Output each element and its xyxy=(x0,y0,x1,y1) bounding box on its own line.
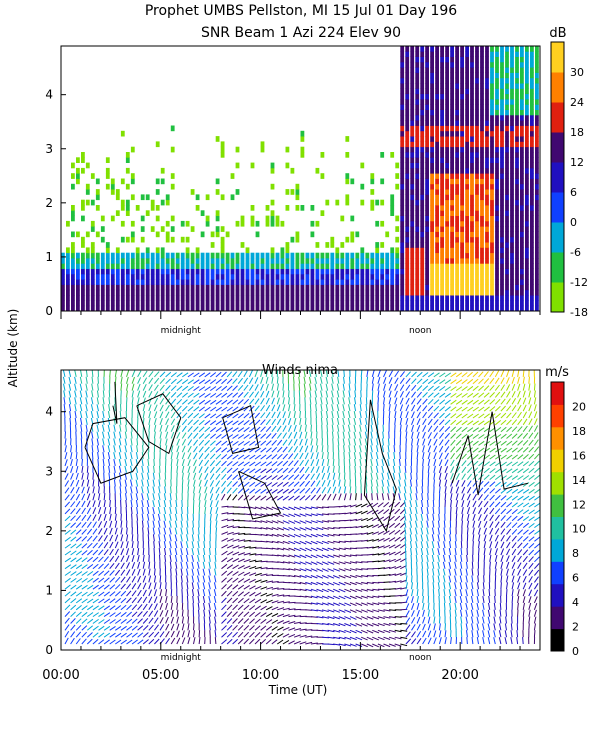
wind-colorbar-tick: 16 xyxy=(572,449,586,462)
wind-colorbar-tick: 20 xyxy=(572,400,586,413)
wind-panel-title: Winds nima xyxy=(262,363,338,378)
x-tick-label: 05:00 xyxy=(142,668,179,683)
snr-colorbar-unit: dB xyxy=(549,26,566,41)
wind-colorbar-tick: 6 xyxy=(572,572,579,585)
snr-colorbar: dB 30 24 18 12 6 0 -6 -12 -18 xyxy=(549,26,588,319)
x-axis-label: Time (UT) xyxy=(268,683,328,697)
wind-colorbar-unit: m/s xyxy=(545,365,569,380)
snr-y-tick-label: 0 xyxy=(45,304,53,318)
x-tick-label: 15:00 xyxy=(342,668,379,683)
wind-noon-mark: noon xyxy=(409,653,431,663)
wind-colorbar-tick: 0 xyxy=(572,645,579,658)
wind-barbs xyxy=(62,370,540,648)
snr-panel: 0 1 2 3 4 midnight noon xyxy=(45,45,541,336)
wind-colorbar-tick: 4 xyxy=(572,596,579,609)
snr-y-tick-label: 2 xyxy=(45,196,53,210)
wind-colorbar-tick: 10 xyxy=(572,523,586,536)
snr-colorbar-tick: 30 xyxy=(570,66,584,79)
figure-title: Prophet UMBS Pellston, MI 15 Jul 01 Day … xyxy=(145,3,457,19)
snr-colorbar-tick: 18 xyxy=(570,126,584,139)
snr-colorbar-tick: 24 xyxy=(570,96,584,109)
x-tick-label: 00:00 xyxy=(42,668,79,683)
wind-contours xyxy=(84,381,529,533)
snr-y-tick-label: 3 xyxy=(45,142,53,156)
wind-y-tick-label: 3 xyxy=(45,464,53,478)
wind-y-tick-label: 4 xyxy=(45,405,53,419)
wind-colorbar-tick: 18 xyxy=(572,425,586,438)
wind-colorbar-tick: 8 xyxy=(572,547,579,560)
wind-colorbar-tick: 14 xyxy=(572,474,586,487)
y-axis-label: Altitude (km) xyxy=(6,309,20,388)
snr-colorbar-tick: -18 xyxy=(570,306,588,319)
snr-noon-mark: noon xyxy=(409,326,431,336)
snr-colorbar-tick: 0 xyxy=(570,216,577,229)
snr-y-tick-label: 4 xyxy=(45,88,53,102)
wind-midnight-mark: midnight xyxy=(161,653,202,663)
wind-y-tick-label: 1 xyxy=(45,583,53,597)
snr-midnight-mark: midnight xyxy=(161,326,202,336)
wind-colorbar-tick: 2 xyxy=(572,621,579,634)
wind-colorbar-tick: 12 xyxy=(572,498,586,511)
wind-y-tick-label: 2 xyxy=(45,524,53,538)
x-tick-label: 10:00 xyxy=(242,668,279,683)
snr-y-tick-label: 1 xyxy=(45,250,53,264)
figure-subtitle: SNR Beam 1 Azi 224 Elev 90 xyxy=(201,25,401,41)
snr-colorbar-tick: -12 xyxy=(570,276,588,289)
snr-colorbar-tick: -6 xyxy=(570,246,581,259)
snr-colorbar-tick: 6 xyxy=(570,186,577,199)
snr-colorbar-tick: 12 xyxy=(570,156,584,169)
wind-y-tick-label: 0 xyxy=(45,643,53,657)
wind-panel: Winds nima 0 1 2 3 4 00:00 05:00 10:00 15:00 20:00… xyxy=(42,363,541,683)
x-tick-label: 20:00 xyxy=(441,668,478,683)
snr-field xyxy=(61,46,539,311)
